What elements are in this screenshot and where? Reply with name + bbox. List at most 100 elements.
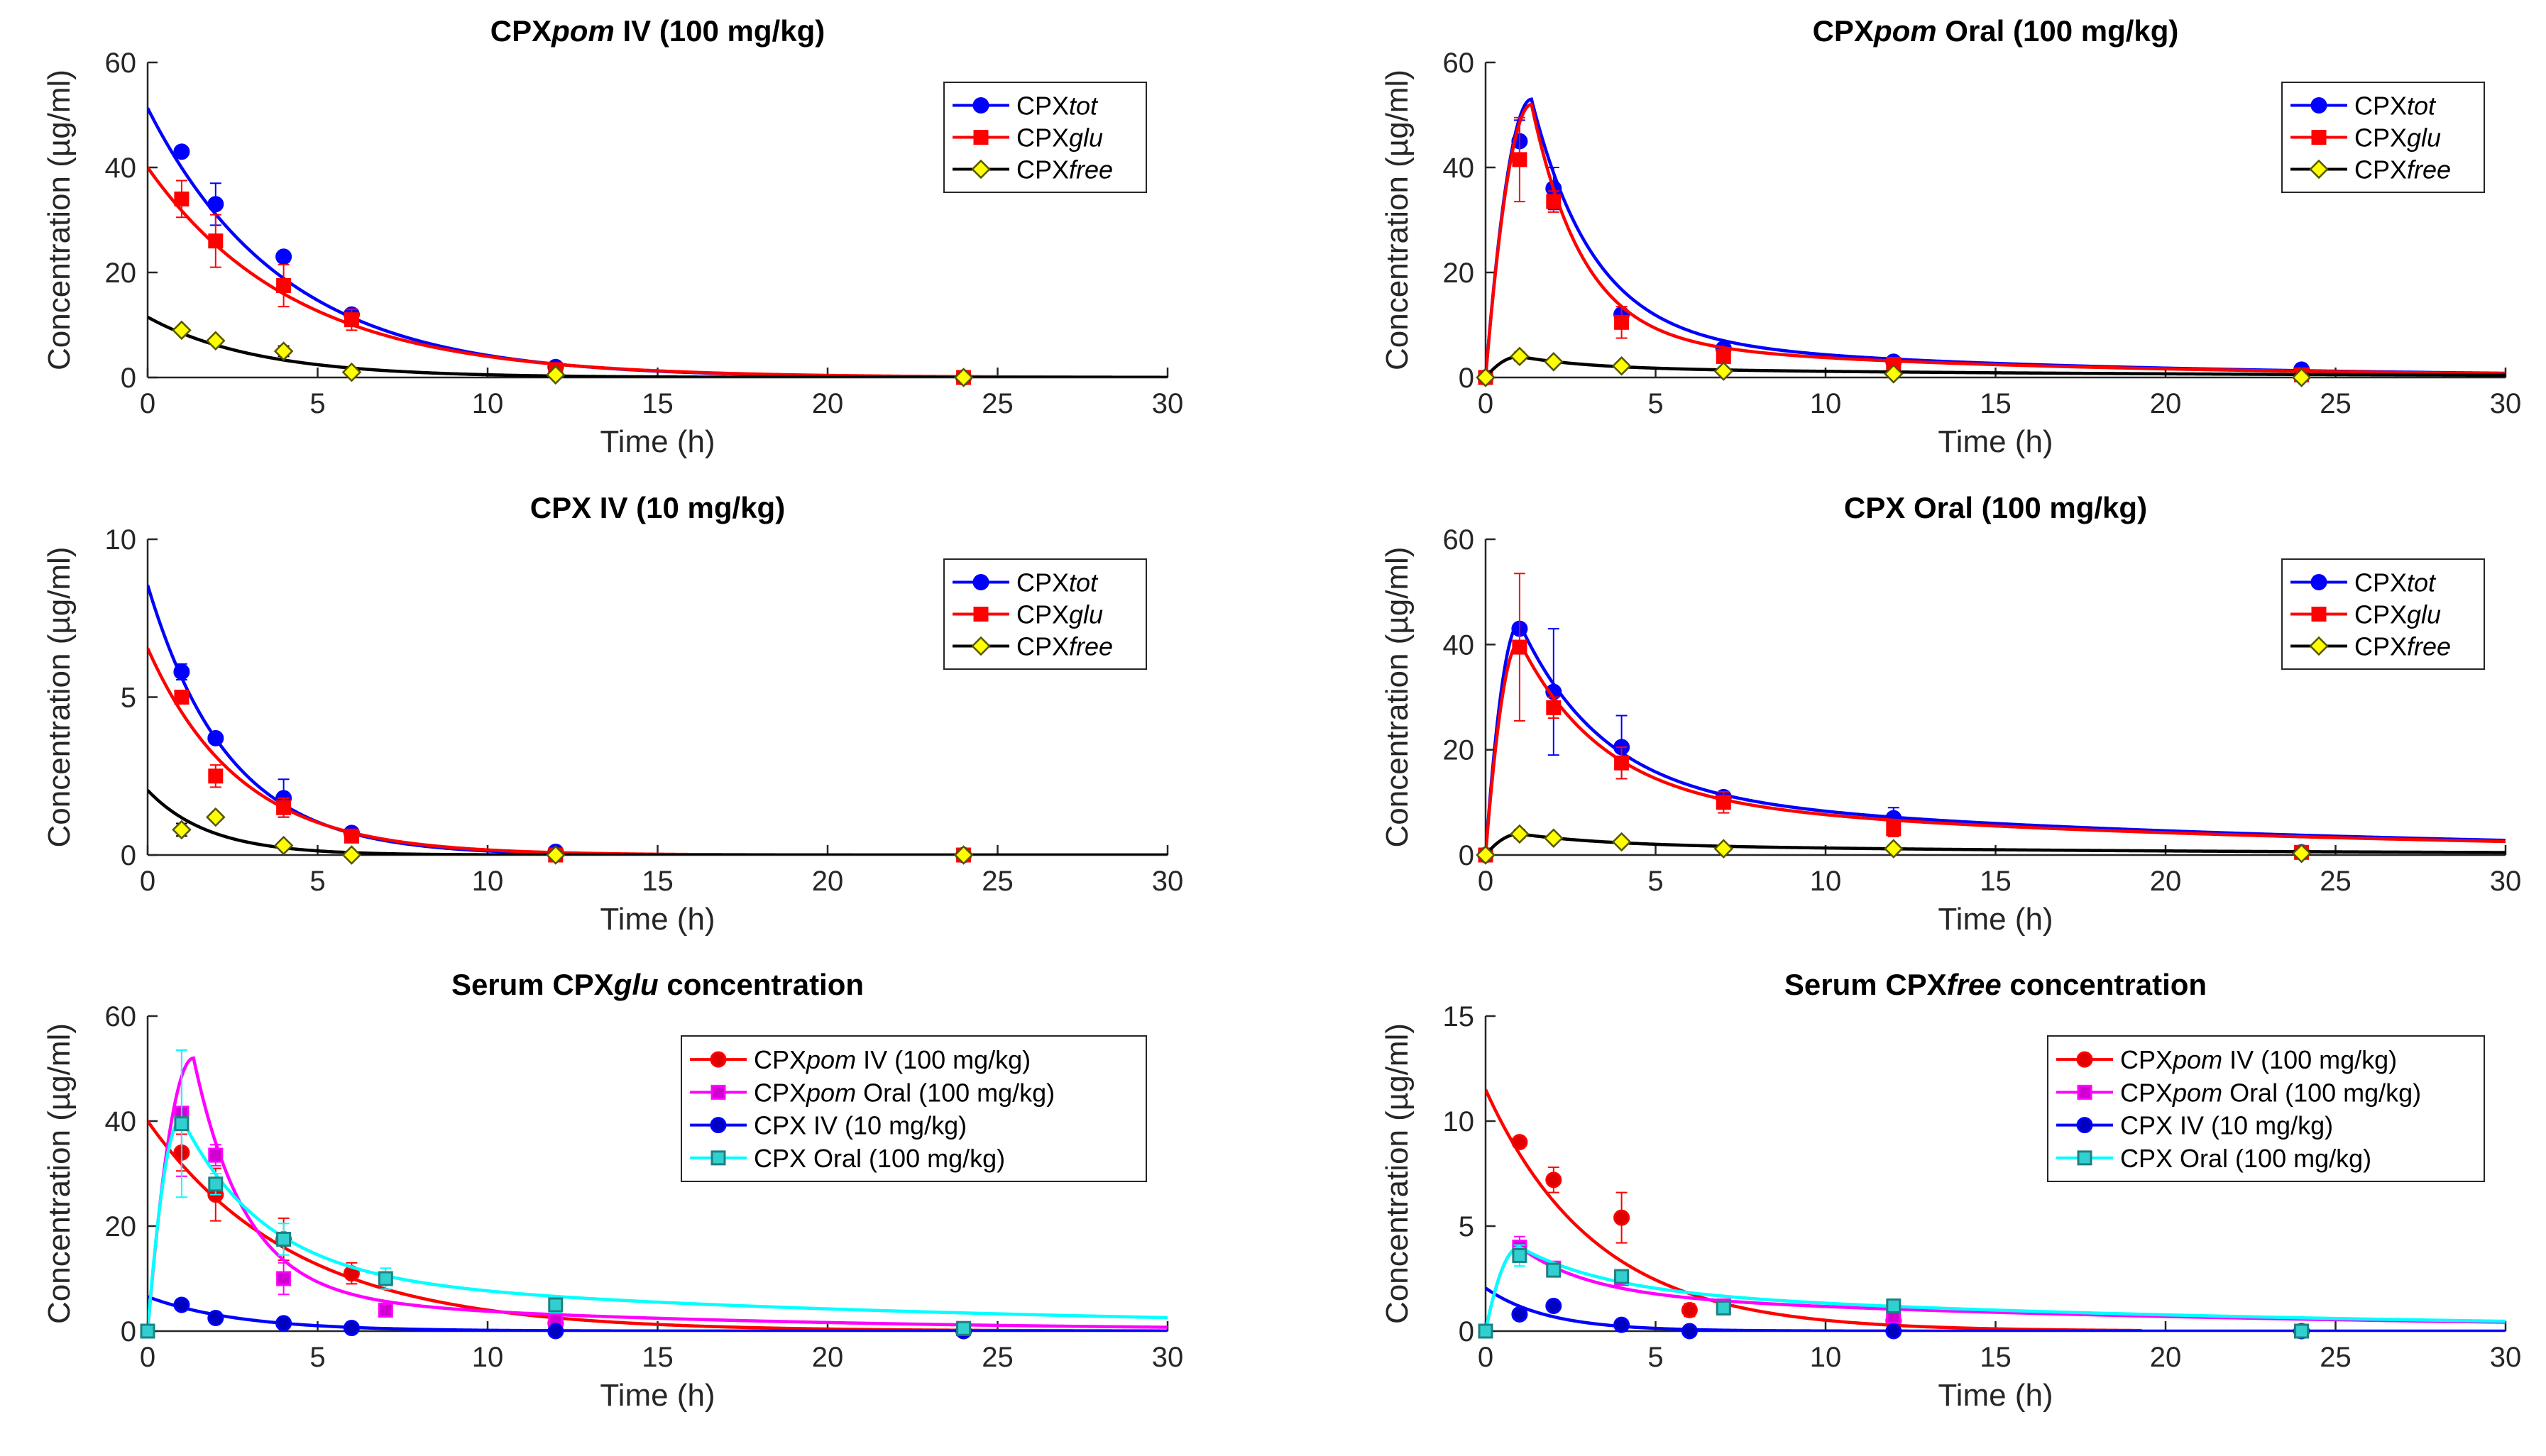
- legend-marker: [972, 574, 989, 590]
- chart-title: CPX IV (10 mg/kg): [530, 491, 785, 524]
- data-point: [344, 312, 359, 328]
- legend-marker: [710, 1150, 726, 1166]
- legend-marker: [2077, 1150, 2092, 1166]
- y-tick-label: 20: [105, 258, 137, 289]
- x-tick-label: 30: [2490, 388, 2522, 419]
- y-tick-label: 0: [1459, 363, 1474, 394]
- data-point: [206, 331, 226, 351]
- x-tick-label: 20: [812, 866, 844, 897]
- data-point: [1886, 1298, 1902, 1313]
- fit-line: [1486, 1286, 2506, 1331]
- y-tick-label: 5: [121, 683, 136, 714]
- legend-entry: CPXglu: [953, 600, 1103, 629]
- y-tick-label: 15: [1443, 1001, 1475, 1032]
- text-run: CPX: [2354, 632, 2407, 661]
- data-point: [1681, 1301, 1698, 1318]
- text-run: CPX: [1016, 600, 1069, 629]
- fit-line: [1486, 1245, 2506, 1331]
- text-run: CPX: [1016, 155, 1069, 184]
- y-axis-label: Concentration (µg/ml): [42, 70, 77, 370]
- data-point: [344, 828, 359, 844]
- data-point: [1613, 1209, 1630, 1226]
- series-3: [148, 789, 1168, 865]
- x-tick-label: 25: [982, 866, 1014, 897]
- text-run: pom: [1873, 14, 1937, 48]
- legend-marker: [971, 636, 991, 656]
- data-point: [1681, 1323, 1698, 1340]
- x-tick-label: 20: [812, 388, 844, 419]
- chart-title: Serum CPXfree concentration: [1784, 968, 2207, 1001]
- text-run: CPX: [2354, 123, 2407, 153]
- y-tick-label: 20: [105, 1211, 137, 1242]
- legend-box: [2047, 1035, 2485, 1182]
- text-run: CPX: [2354, 155, 2407, 184]
- data-point: [273, 341, 294, 361]
- data-point: [1478, 1323, 1493, 1339]
- data-point: [341, 362, 362, 382]
- text-run: glu: [1069, 123, 1103, 153]
- x-tick-label: 25: [2320, 866, 2352, 897]
- data-point: [207, 1310, 224, 1326]
- text-run: Oral (100 mg/kg): [856, 1078, 1055, 1107]
- legend: CPXpom IV (100 mg/kg)CPXpom Oral (100 mg…: [2047, 1035, 2485, 1182]
- text-run: glu: [1069, 600, 1103, 629]
- chart-title: Serum CPXglu concentration: [451, 968, 864, 1001]
- data-point: [548, 1297, 564, 1313]
- data-point: [547, 1323, 564, 1340]
- text-run: CPX: [1016, 92, 1069, 121]
- data-point: [1512, 1247, 1527, 1263]
- data-point: [1613, 1316, 1630, 1333]
- text-run: CPX: [2354, 600, 2407, 629]
- data-point: [207, 196, 224, 213]
- data-point: [1510, 824, 1530, 844]
- text-run: CPX: [2120, 1045, 2173, 1074]
- x-tick-label: 20: [2150, 866, 2182, 897]
- text-run: CPX: [2354, 568, 2407, 597]
- data-point: [207, 729, 224, 746]
- data-point: [1716, 1300, 1731, 1316]
- x-tick-label: 20: [2150, 1342, 2182, 1373]
- x-axis-label: Time (h): [1938, 1378, 2053, 1413]
- data-point: [174, 191, 190, 206]
- y-tick-label: 60: [1443, 524, 1475, 556]
- data-point: [378, 1302, 393, 1318]
- text-run: CPX: [754, 1045, 806, 1074]
- text-run: CPX: [1016, 568, 1069, 597]
- text-run: Serum CPX: [451, 968, 614, 1001]
- y-tick-label: 5: [1459, 1211, 1474, 1242]
- y-tick-label: 60: [105, 1001, 137, 1032]
- data-point: [2291, 368, 2312, 387]
- text-run: CPX: [2120, 1078, 2173, 1107]
- x-tick-label: 10: [1810, 388, 1842, 419]
- y-tick-label: 10: [105, 524, 137, 556]
- data-point: [1614, 1269, 1630, 1284]
- y-tick-label: 40: [105, 153, 137, 184]
- text-run: CPX IV (10 mg/kg): [2120, 1111, 2333, 1140]
- x-tick-label: 10: [472, 1342, 504, 1373]
- data-point: [953, 368, 974, 387]
- legend-box: [681, 1035, 1147, 1182]
- data-point: [546, 365, 566, 385]
- fit-line: [1486, 1088, 2142, 1331]
- x-tick-label: 10: [472, 388, 504, 419]
- legend-label: CPX Oral (100 mg/kg): [754, 1144, 1005, 1173]
- legend-marker: [972, 97, 989, 114]
- data-point: [1614, 314, 1630, 330]
- x-tick-label: 5: [1647, 388, 1663, 419]
- text-run: Oral (100 mg/kg): [2222, 1078, 2421, 1107]
- fit-line: [148, 1116, 1168, 1331]
- legend-label: CPX IV (10 mg/kg): [2120, 1111, 2333, 1140]
- data-point: [1476, 368, 1496, 387]
- fit-line: [148, 1056, 1168, 1331]
- data-point: [341, 845, 362, 865]
- x-tick-label: 0: [140, 388, 155, 419]
- x-tick-label: 5: [309, 1342, 325, 1373]
- x-axis-label: Time (h): [600, 902, 715, 937]
- text-run: Serum CPX: [1784, 968, 1947, 1001]
- legend-entry: CPXtot: [953, 568, 1099, 597]
- fit-line: [1486, 102, 2506, 377]
- text-run: pom: [2172, 1045, 2222, 1074]
